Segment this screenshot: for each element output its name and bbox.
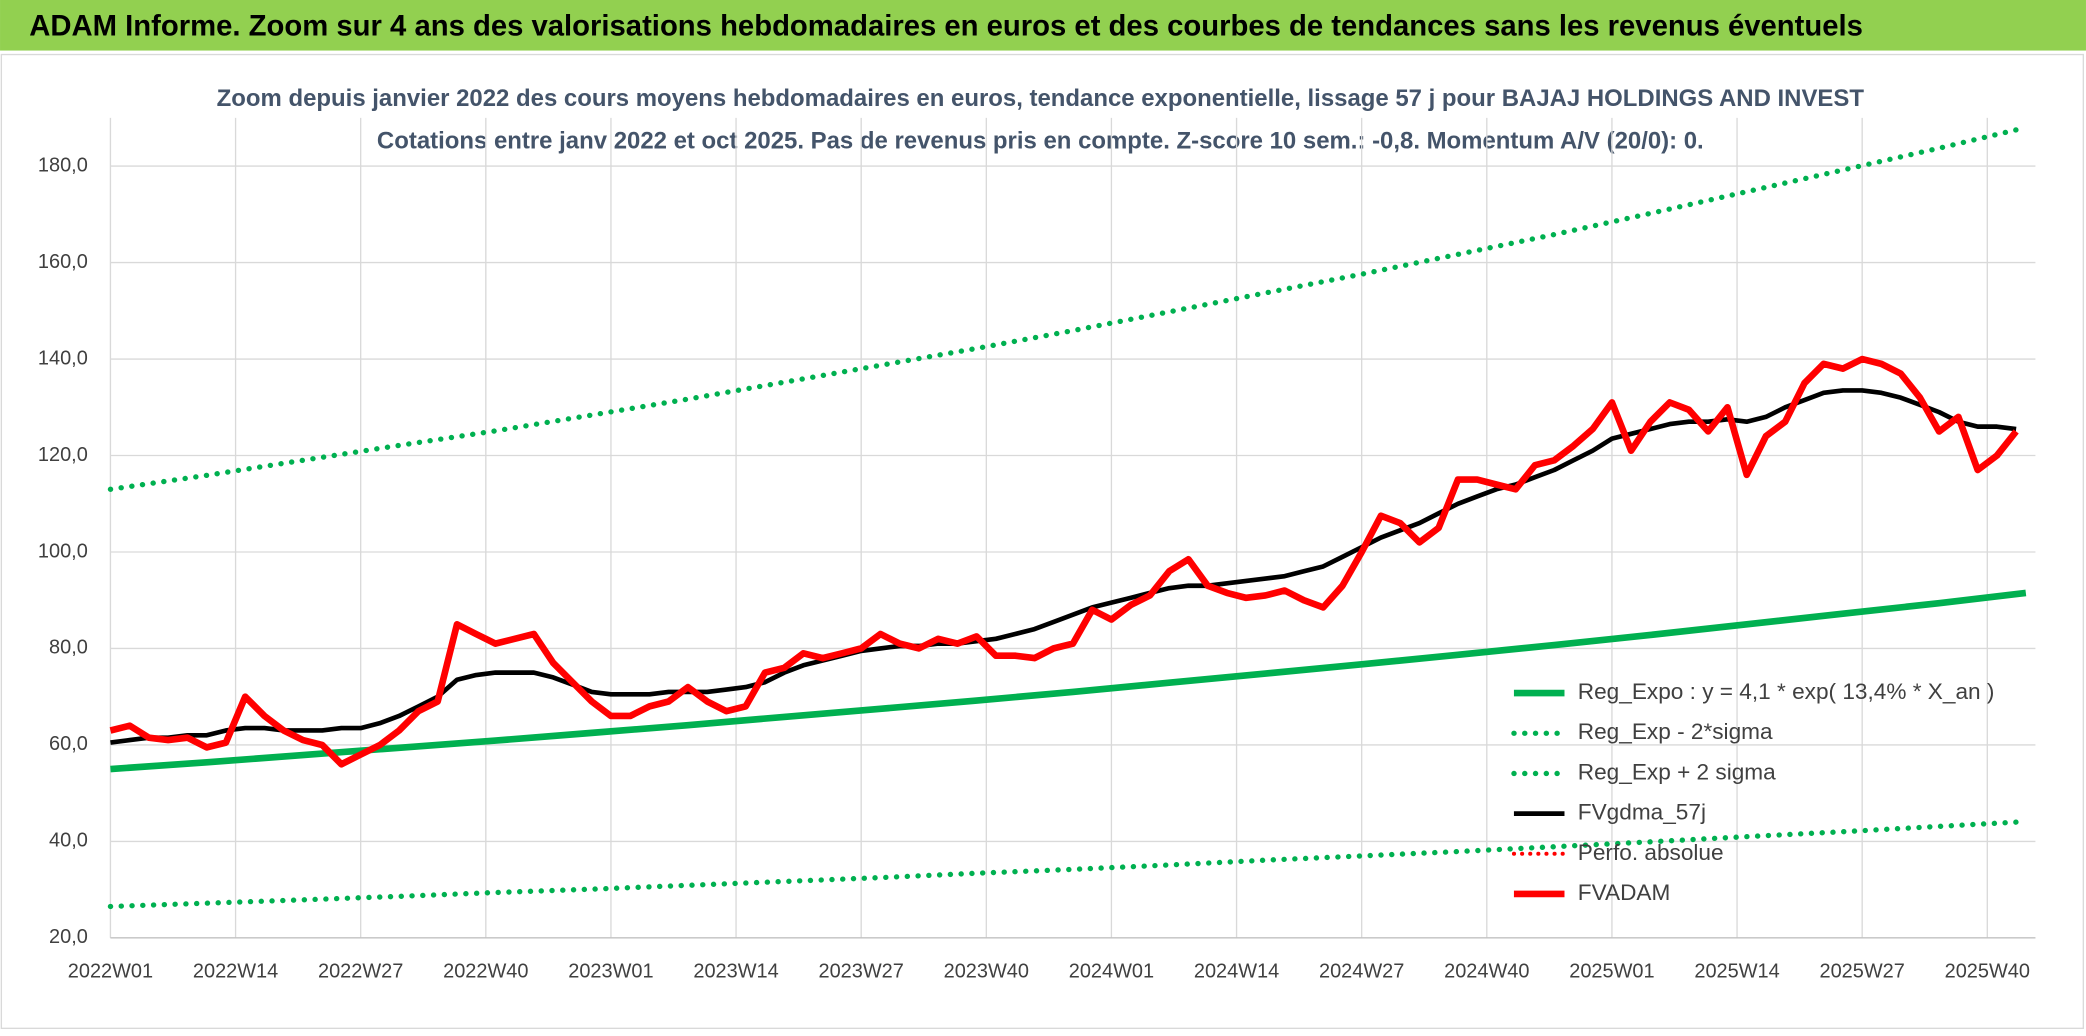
series-line: [107, 818, 2029, 910]
x-tick-label: 2022W40: [443, 961, 528, 983]
x-tick-label: 2023W27: [819, 961, 904, 983]
chart-title: Zoom depuis janvier 2022 des cours moyen…: [217, 85, 1865, 112]
legend-label: FVgdma_57j: [1578, 800, 1706, 825]
x-tick-label: 2025W27: [1819, 961, 1904, 983]
y-tick-label: 160,0: [38, 251, 88, 273]
series-line: [109, 355, 2019, 768]
x-tick-label: 2024W40: [1444, 961, 1529, 983]
chart-frame: [0, 53, 2084, 1030]
y-tick-label: 40,0: [49, 830, 88, 852]
legend-label: Perfo. absolue: [1578, 840, 1724, 865]
x-tick-label: 2024W27: [1319, 961, 1404, 983]
x-tick-label: 2023W14: [693, 961, 778, 983]
chart-subtitle: Cotations entre janv 2022 et oct 2025. P…: [377, 128, 1704, 155]
legend-label: Reg_Expo : y = 4,1 * exp( 13,4% * X_an ): [1578, 679, 1995, 704]
x-tick-label: 2025W40: [1945, 961, 2030, 983]
y-tick-label: 60,0: [49, 733, 88, 755]
x-tick-label: 2022W27: [318, 961, 403, 983]
legend-label: Reg_Exp + 2 sigma: [1578, 759, 1776, 784]
x-tick-label: 2024W14: [1194, 961, 1279, 983]
x-tick-label: 2022W01: [68, 961, 153, 983]
y-tick-label: 80,0: [49, 637, 88, 659]
series-line: [110, 589, 2027, 773]
y-tick-label: 180,0: [38, 154, 88, 176]
x-tick-label: 2025W14: [1694, 961, 1779, 983]
y-tick-label: 140,0: [38, 347, 88, 369]
banner: [0, 0, 2086, 51]
y-tick-label: 20,0: [49, 926, 88, 948]
series-line: [107, 124, 2029, 492]
x-tick-label: 2025W01: [1569, 961, 1654, 983]
x-tick-label: 2024W01: [1069, 961, 1154, 983]
y-tick-label: 120,0: [38, 444, 88, 466]
y-tick-label: 100,0: [38, 540, 88, 562]
legend-label: FVADAM: [1578, 880, 1671, 905]
legend-label: Reg_Exp - 2*sigma: [1578, 719, 1773, 744]
x-tick-label: 2023W40: [944, 961, 1029, 983]
banner-text: ADAM Informe. Zoom sur 4 ans des valoris…: [29, 11, 1863, 43]
x-tick-label: 2023W01: [568, 961, 653, 983]
x-tick-label: 2022W14: [193, 961, 278, 983]
